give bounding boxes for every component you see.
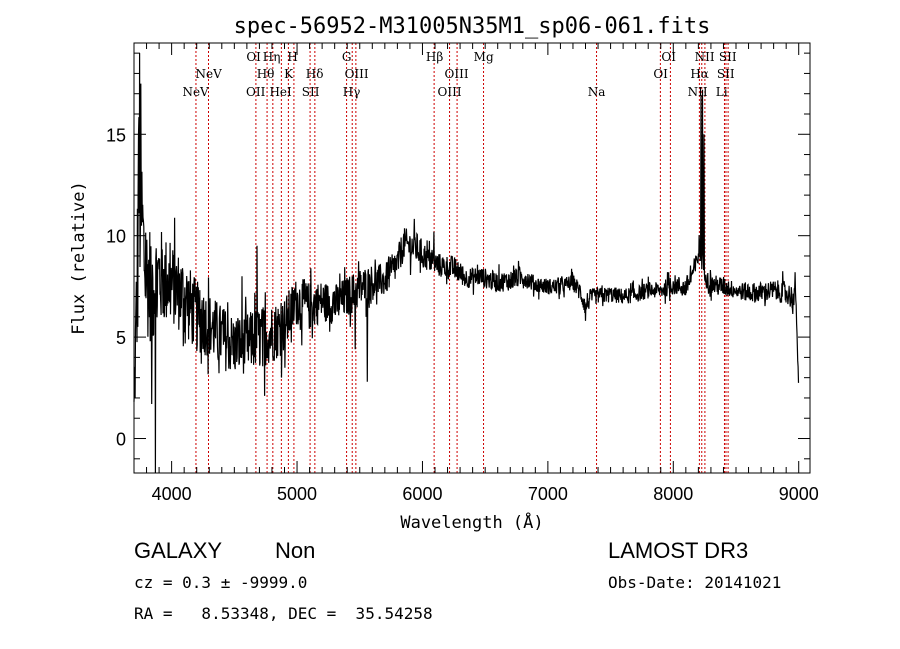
- spectral-line-label: NII: [695, 50, 715, 64]
- spectral-line-label: OIII: [445, 67, 469, 81]
- spectral-line-label: SII: [302, 85, 320, 99]
- spectral-line-label: Hθ: [257, 67, 275, 81]
- spectral-line-label: Hδ: [306, 67, 324, 81]
- y-axis-label: Flux (relative): [69, 181, 89, 335]
- spectrum-plot: spec-56952-M31005N35M1_sp06-061.fits 400…: [69, 14, 819, 533]
- spectral-line-label: NeV: [182, 85, 209, 99]
- spectral-line-label: G: [342, 50, 352, 64]
- spectral-line-label: HeI: [269, 85, 292, 99]
- y-tick-label: 15: [106, 125, 126, 145]
- coordinates-text: RA = 8.53348, DEC = 35.54258: [134, 604, 433, 623]
- spectral-line-label: SII: [719, 50, 737, 64]
- spectral-line-label: OII: [246, 85, 266, 99]
- spectral-line-label: OIII: [345, 67, 369, 81]
- spectrum-line: [133, 53, 800, 474]
- spectral-line-label: OIII: [438, 85, 462, 99]
- spectral-line-label: OI: [246, 50, 261, 64]
- spectral-line-label: Hγ: [343, 85, 361, 99]
- spectral-line-label: Mg: [474, 50, 494, 64]
- y-tick-label: 5: [116, 328, 126, 348]
- spectral-line-label: NII: [688, 85, 708, 99]
- spectral-line-label: Hβ: [426, 50, 443, 64]
- spectral-line-label: OI: [661, 50, 676, 64]
- survey-name: LAMOST DR3: [608, 538, 749, 563]
- x-axis-label: Wavelength (Å): [400, 511, 543, 533]
- x-tick-label: 9000: [779, 484, 819, 504]
- spectral-line-label: Hα: [690, 67, 709, 81]
- redshift-text: cz = 0.3 ± -9999.0: [134, 573, 308, 592]
- spectral-line-label: NeV: [195, 67, 222, 81]
- object-subclass: Non: [275, 538, 316, 563]
- spectral-line-label: OI: [653, 67, 668, 81]
- spectral-line-label: SII: [717, 67, 735, 81]
- spectral-line-label: K: [284, 67, 294, 81]
- object-class: GALAXY: [134, 538, 223, 563]
- plot-frame: [133, 42, 811, 474]
- x-tick-label: 6000: [402, 484, 442, 504]
- spectral-line-label: H: [287, 50, 297, 64]
- x-tick-label: 4000: [152, 484, 192, 504]
- y-tick-label: 10: [106, 227, 126, 247]
- x-tick-label: 7000: [528, 484, 568, 504]
- chart-title: spec-56952-M31005N35M1_sp06-061.fits: [234, 14, 711, 39]
- x-tick-label: 5000: [277, 484, 317, 504]
- spectral-line-label: Na: [588, 85, 606, 99]
- x-tick-label: 8000: [653, 484, 693, 504]
- obs-date: Obs-Date: 20141021: [608, 573, 782, 592]
- y-tick-label: 0: [116, 430, 126, 450]
- spectral-line-label: Li: [716, 85, 728, 99]
- spectral-line-label: Hη: [263, 50, 281, 64]
